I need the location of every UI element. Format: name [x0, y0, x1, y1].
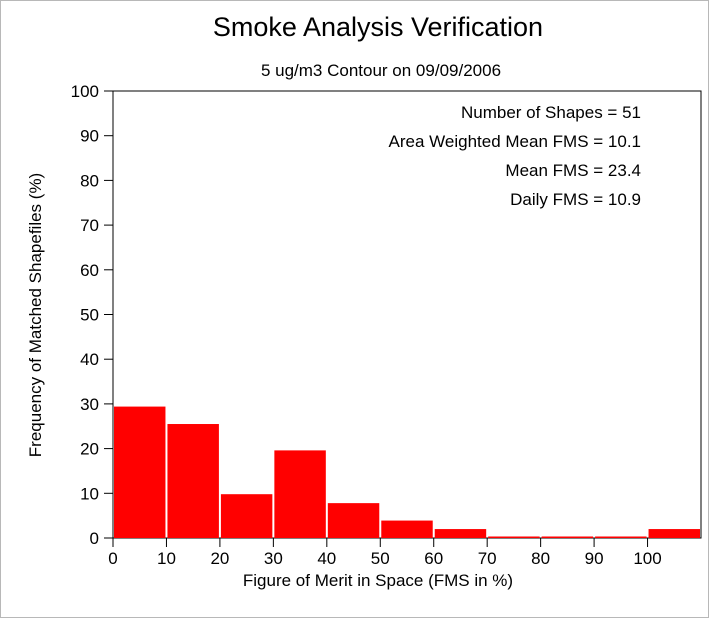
y-tick-label: 10: [80, 484, 99, 503]
plot-area: 0 10 20 30 40 50 60 70 80 90 100 0 10 20 30 40 50 60 70 80 9…: [71, 82, 702, 568]
histogram-bar: [327, 503, 380, 538]
histogram-bar: [381, 520, 433, 538]
x-tick-label: 80: [531, 549, 550, 568]
y-tick-label: 0: [90, 529, 99, 548]
histogram-bar: [488, 536, 540, 538]
stat-annotation: Mean FMS = 23.4: [505, 161, 641, 180]
x-axis-label: Figure of Merit in Space (FMS in %): [243, 571, 513, 590]
chart-title: Smoke Analysis Verification: [213, 12, 543, 42]
stat-annotation: Number of Shapes = 51: [461, 103, 641, 122]
histogram-bar: [220, 494, 273, 538]
y-tick-label: 50: [80, 306, 99, 325]
x-tick-label: 20: [210, 549, 229, 568]
y-tick-label: 100: [71, 82, 99, 101]
stat-annotation: Daily FMS = 10.9: [510, 190, 641, 209]
x-tick-label: 60: [424, 549, 443, 568]
y-axis-label: Frequency of Matched Shapefiles (%): [26, 173, 45, 457]
histogram-bar: [434, 529, 487, 538]
y-tick-label: 70: [80, 216, 99, 235]
histogram-bar: [541, 536, 594, 538]
histogram-bar: [167, 424, 219, 538]
chart-subtitle: 5 ug/m3 Contour on 09/09/2006: [261, 61, 501, 80]
histogram-bar: [114, 406, 166, 538]
y-tick-label: 30: [80, 395, 99, 414]
x-tick-label: 100: [633, 549, 661, 568]
y-tick-label: 40: [80, 350, 99, 369]
y-tick-label: 90: [80, 127, 99, 146]
histogram-bar: [648, 529, 700, 538]
stat-annotation: Area Weighted Mean FMS = 10.1: [389, 132, 641, 151]
x-tick-label: 30: [264, 549, 283, 568]
histogram-bar: [595, 536, 647, 538]
x-tick-label: 10: [157, 549, 176, 568]
x-tick-label: 0: [108, 549, 117, 568]
x-tick-label: 40: [317, 549, 336, 568]
x-tick-label: 70: [478, 549, 497, 568]
x-tick-label: 90: [585, 549, 604, 568]
x-tick-label: 50: [371, 549, 390, 568]
y-tick-label: 20: [80, 440, 99, 459]
y-tick-label: 80: [80, 171, 99, 190]
histogram-bar: [274, 450, 326, 538]
y-tick-label: 60: [80, 261, 99, 280]
